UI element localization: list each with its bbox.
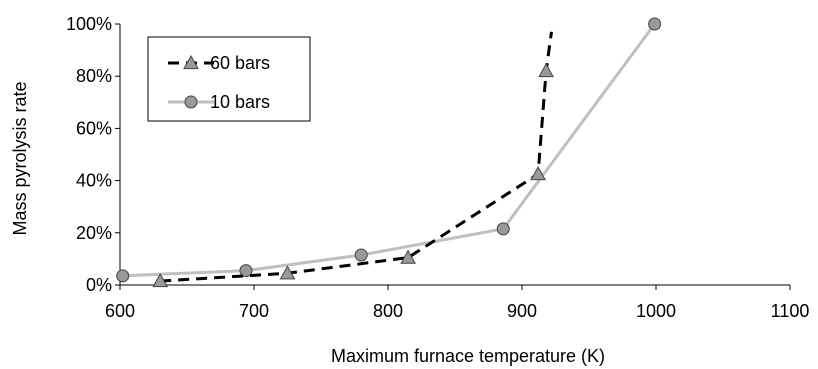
series-line bbox=[160, 31, 553, 283]
x-tick-label: 1000 bbox=[636, 301, 676, 321]
legend-label: 10 bars bbox=[210, 92, 270, 112]
legend-marker bbox=[184, 95, 198, 109]
legend-marker bbox=[183, 54, 199, 70]
data-point-marker bbox=[354, 248, 368, 262]
data-point-marker bbox=[116, 269, 130, 283]
data-point-marker bbox=[239, 264, 253, 278]
data-point-marker bbox=[152, 273, 169, 288]
y-tick-label: 80% bbox=[76, 66, 112, 86]
x-tick-label: 900 bbox=[507, 301, 537, 321]
data-point-marker bbox=[530, 166, 546, 181]
y-tick-label: 20% bbox=[76, 223, 112, 243]
legend-label: 60 bars bbox=[210, 53, 270, 73]
legend-box bbox=[147, 36, 311, 122]
x-tick-label: 1100 bbox=[771, 301, 810, 321]
legend-item: 60 bars bbox=[168, 53, 270, 73]
series-10-bars bbox=[116, 17, 662, 283]
data-point-marker bbox=[400, 249, 416, 264]
data-point-marker bbox=[496, 222, 510, 236]
y-tick-label: 40% bbox=[76, 171, 112, 191]
data-point-marker bbox=[279, 265, 296, 280]
y-axis-label: Mass pyrolysis rate bbox=[10, 81, 30, 235]
x-axis-label: Maximum furnace temperature (K) bbox=[331, 346, 605, 366]
data-point-marker bbox=[648, 17, 662, 31]
x-tick-label: 700 bbox=[239, 301, 269, 321]
y-tick-label: 100% bbox=[66, 14, 112, 34]
y-tick-label: 60% bbox=[76, 118, 112, 138]
x-tick-label: 600 bbox=[105, 301, 135, 321]
axes: 0% 20% 40% 60% 80% 100% 600 700 800 900 1000 1100 bbox=[66, 14, 809, 321]
legend-item: 10 bars bbox=[168, 92, 270, 112]
y-tick-label: 0% bbox=[86, 275, 112, 295]
data-point-marker bbox=[538, 62, 554, 78]
series-60-bars bbox=[152, 31, 554, 288]
x-tick-label: 800 bbox=[373, 301, 403, 321]
legend: 60 bars 10 bars bbox=[147, 36, 311, 122]
series-layer bbox=[116, 17, 662, 288]
